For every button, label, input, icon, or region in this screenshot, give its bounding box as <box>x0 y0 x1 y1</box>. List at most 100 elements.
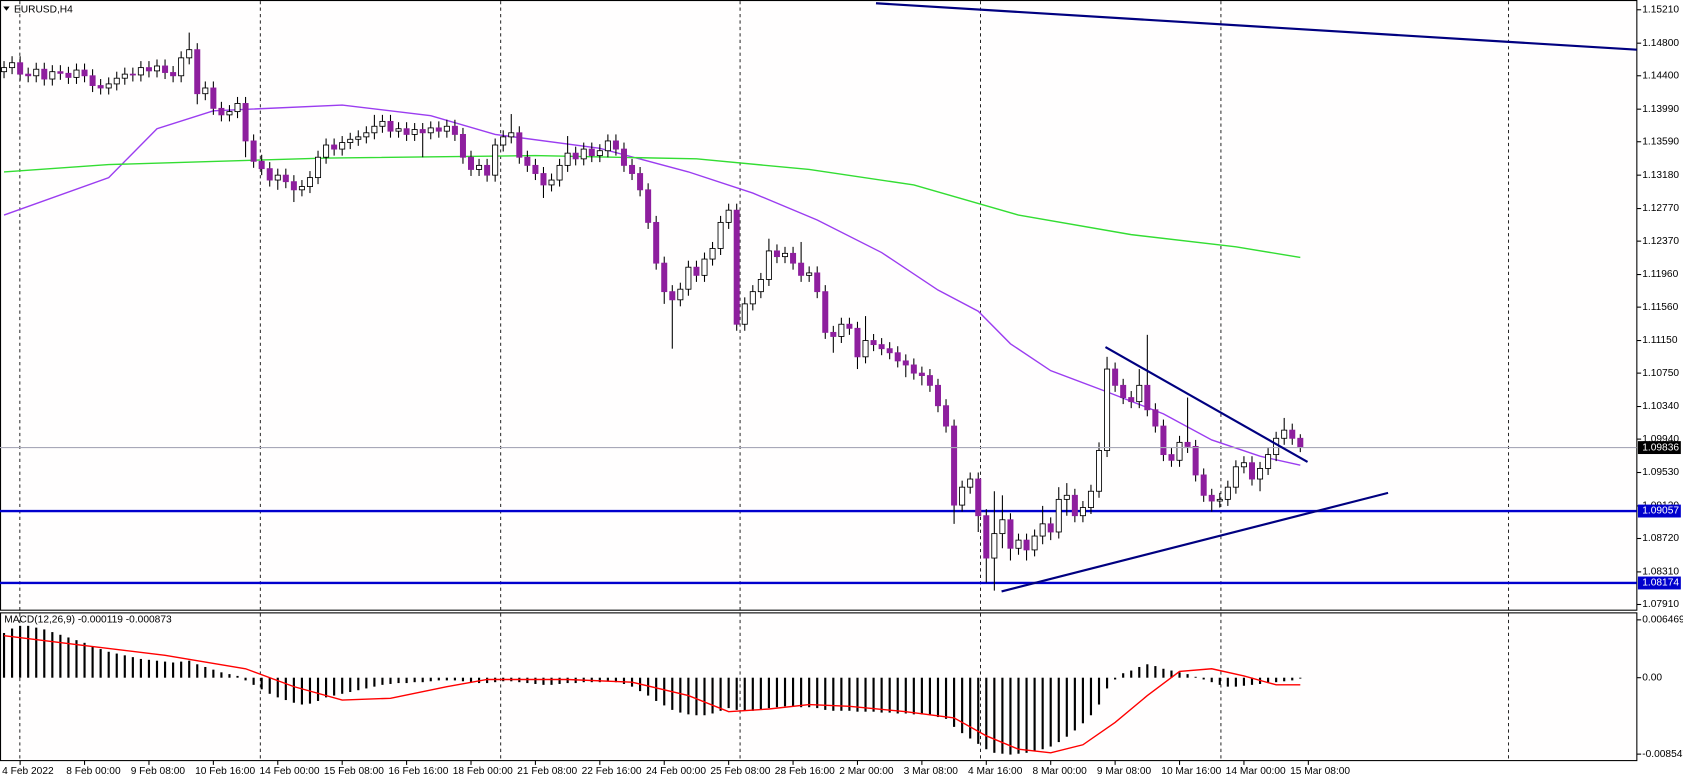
candle-body <box>1144 384 1151 411</box>
y-tick-label: 0.00 <box>1642 672 1662 683</box>
macd-bar <box>888 677 891 713</box>
macd-bar <box>824 677 827 710</box>
candle-body <box>846 323 853 329</box>
candle-body <box>620 148 627 166</box>
macd-bar <box>775 677 779 708</box>
candle-body <box>798 262 805 276</box>
y-tick-label: 1.07910 <box>1642 599 1679 610</box>
macd-bar <box>566 677 569 684</box>
macd-bar <box>558 677 561 684</box>
macd-bar <box>695 677 698 716</box>
candle-body <box>1281 429 1288 439</box>
macd-bar <box>131 657 134 678</box>
candle-body <box>33 68 40 77</box>
x-tick-label: 21 Feb 08:00 <box>517 766 577 777</box>
candle-body <box>468 156 475 170</box>
macd-bar <box>767 677 770 709</box>
x-tick-label: 18 Feb 00:00 <box>453 766 513 777</box>
candle-body <box>57 71 64 74</box>
candle-body <box>411 129 418 135</box>
macd-bar <box>1025 677 1028 753</box>
candle-body <box>129 73 136 76</box>
macd-bar <box>1130 670 1133 678</box>
macd-bar <box>1001 677 1004 754</box>
macd-bar <box>606 677 609 682</box>
macd-bar <box>11 628 14 678</box>
y-tick-label: 1.11560 <box>1642 302 1678 313</box>
macd-bar <box>1114 677 1117 680</box>
candle-body <box>210 87 217 109</box>
candle-body <box>838 323 845 337</box>
macd-bar <box>413 677 416 683</box>
macd-bar <box>985 677 988 750</box>
macd-bar <box>43 629 46 678</box>
main-plot <box>0 2 1637 593</box>
candle-body <box>290 181 297 191</box>
candle-body <box>564 152 571 166</box>
candle-body <box>435 127 442 132</box>
macd-bar <box>469 677 473 683</box>
candle-body <box>500 136 507 146</box>
candle-body <box>1248 462 1255 480</box>
candle-body <box>250 140 257 162</box>
macd-bar <box>1170 670 1173 678</box>
candle-body <box>508 132 515 138</box>
macd-bar <box>1210 677 1213 683</box>
macd-bar <box>1073 677 1076 731</box>
macd-bar <box>461 677 465 682</box>
candle-body <box>1176 441 1183 461</box>
candle-body <box>765 250 772 280</box>
macd-bar <box>188 660 191 678</box>
candle-body <box>339 142 346 150</box>
macd-bar <box>735 677 738 710</box>
macd-bar <box>453 677 456 681</box>
y-tick-label: 1.10340 <box>1642 401 1679 412</box>
candle-body <box>830 331 837 337</box>
y-tick-label: 1.15210 <box>1642 4 1679 15</box>
macd-bar <box>864 677 867 712</box>
y-tick-label: 1.12370 <box>1642 236 1679 247</box>
macd-bar <box>486 677 489 684</box>
x-tick-label: 10 Feb 16:00 <box>195 766 255 777</box>
candle-body <box>282 174 289 183</box>
candle-body <box>580 148 587 160</box>
macd-bar <box>397 677 400 684</box>
candle-body <box>1079 507 1086 517</box>
candle-body <box>975 478 982 517</box>
price-tag <box>1637 441 1681 455</box>
candle-body <box>476 164 483 170</box>
macd-bar <box>1065 677 1068 737</box>
candle-body <box>733 209 740 325</box>
macd-bar <box>381 677 384 685</box>
candle-body <box>387 120 394 132</box>
y-tick-label: 1.10750 <box>1642 368 1679 379</box>
candle-body <box>862 340 869 358</box>
macd-bar <box>977 677 980 744</box>
macd-bar <box>1283 677 1286 682</box>
macd-bar <box>969 677 972 739</box>
candle-body <box>1216 498 1223 502</box>
candle-body <box>709 248 716 260</box>
macd-bar <box>920 677 923 715</box>
macd-bar <box>614 677 618 683</box>
candle-body <box>1265 454 1272 469</box>
macd-bar <box>252 677 255 685</box>
macd-bar <box>292 677 295 703</box>
trendline <box>875 2 1637 51</box>
candle-body <box>669 291 676 301</box>
macd-bar <box>1275 677 1278 683</box>
y-tick-label: 1.13590 <box>1642 136 1679 147</box>
candle-body <box>693 266 700 276</box>
candle-body <box>822 291 829 333</box>
macd-bar <box>1226 677 1229 687</box>
candle-body <box>202 87 209 95</box>
macd-bar <box>1299 677 1302 679</box>
macd-bar <box>904 677 907 714</box>
x-tick-label: 3 Mar 08:00 <box>904 766 959 777</box>
candle-body <box>1136 384 1143 403</box>
macd-bar <box>155 660 159 678</box>
candle-body <box>773 250 780 258</box>
macd-bar <box>67 637 70 678</box>
macd-bar <box>1081 677 1084 724</box>
